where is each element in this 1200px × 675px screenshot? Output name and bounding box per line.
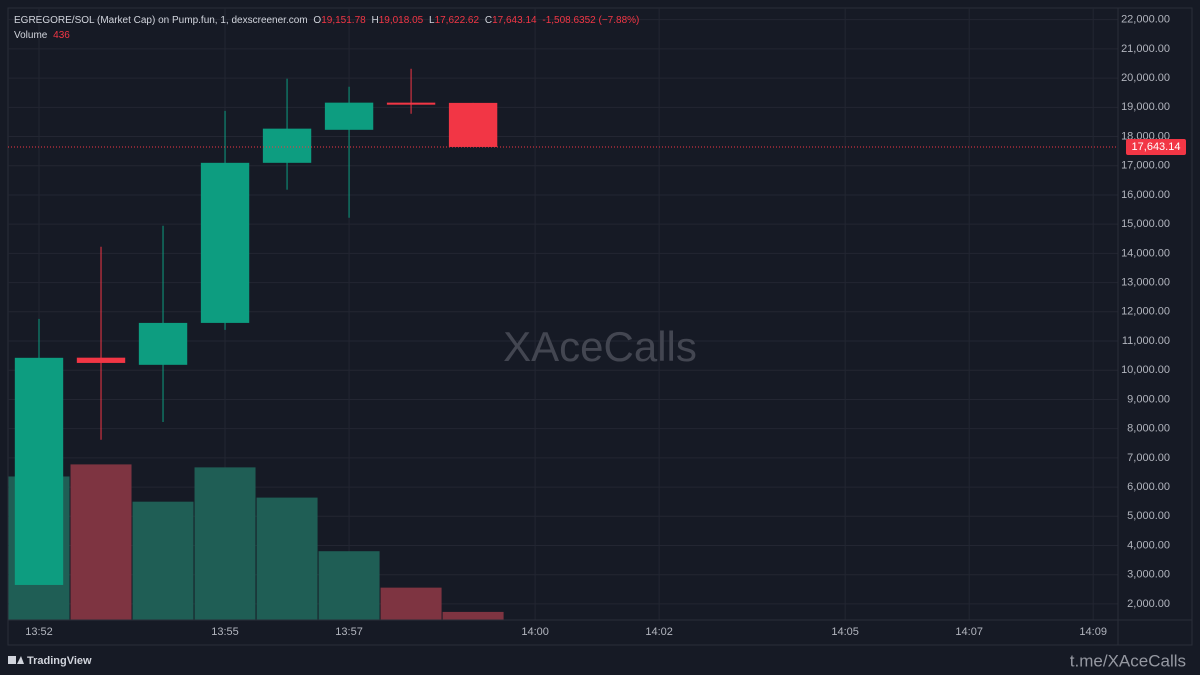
y-tick-label: 19,000.00	[1121, 101, 1170, 113]
y-tick-label: 17,000.00	[1121, 160, 1170, 172]
volume-bar	[194, 467, 256, 620]
y-tick-label: 22,000.00	[1121, 14, 1170, 26]
candle-body	[200, 162, 250, 323]
grid	[8, 8, 1118, 620]
y-tick-label: 21,000.00	[1121, 43, 1170, 55]
volume-bar	[318, 551, 380, 620]
volume-bar	[442, 611, 504, 620]
x-tick-label: 13:52	[25, 626, 53, 638]
frame	[7, 7, 1193, 646]
axes: 2,000.00 3,000.00 4,000.00 5,000.00 6,000.00…	[8, 8, 1192, 645]
x-tick-label: 14:02	[645, 626, 673, 638]
candle-body	[448, 102, 498, 147]
x-tick-label: 13:55	[211, 626, 239, 638]
candle-body	[14, 357, 64, 585]
legend-header: EGREGORE/SOL (Market Cap) on Pump.fun, 1…	[14, 15, 639, 26]
high-value: 19,018.05	[379, 15, 424, 26]
y-tick-label: 8,000.00	[1127, 423, 1170, 435]
footer-link[interactable]: t.me/XAceCalls	[1070, 651, 1186, 670]
candle-body	[138, 322, 188, 365]
volume-value: 436	[53, 30, 70, 41]
y-tick-label: 14,000.00	[1121, 247, 1170, 259]
watermark: XAceCalls	[503, 323, 697, 370]
y-tick-label: 2,000.00	[1127, 598, 1170, 610]
volume-bar	[132, 501, 194, 620]
brand: TradingView	[27, 655, 92, 667]
low-value: 17,622.62	[435, 15, 480, 26]
low-label: L	[429, 15, 435, 26]
y-tick-label: 3,000.00	[1127, 569, 1170, 581]
change: -1,508.6352 (−7.88%)	[542, 15, 639, 26]
x-tick-label: 14:09	[1079, 626, 1107, 638]
y-tick-label: 11,000.00	[1122, 335, 1170, 347]
last-price-box	[1126, 138, 1186, 155]
last-price-label: 17,643.14	[1132, 141, 1181, 153]
symbol: EGREGORE/SOL (Market Cap) on Pump.fun, 1…	[14, 15, 308, 26]
y-tick-label: 20,000.00	[1121, 72, 1170, 84]
y-tick-label: 5,000.00	[1127, 510, 1170, 522]
candle-layer	[14, 68, 498, 585]
candle-body	[386, 102, 436, 105]
x-tick-label: 14:05	[831, 626, 859, 638]
volume-bar	[380, 587, 442, 620]
open-label: O	[313, 15, 321, 26]
volume-bar	[70, 464, 132, 620]
close-label: C	[485, 15, 492, 26]
volume-header: Volume 436	[14, 30, 70, 41]
open-value: 19,151.78	[321, 15, 366, 26]
y-tick-label: 7,000.00	[1127, 452, 1170, 464]
volume-label: Volume	[14, 30, 48, 41]
y-tick-label: 4,000.00	[1127, 539, 1170, 551]
y-tick-label: 9,000.00	[1127, 393, 1170, 405]
x-tick-label: 14:07	[955, 626, 983, 638]
y-tick-label: 6,000.00	[1127, 481, 1170, 493]
y-tick-label: 13,000.00	[1121, 277, 1170, 289]
candle-body	[76, 357, 126, 363]
y-tick-label: 16,000.00	[1121, 189, 1170, 201]
x-tick-label: 14:00	[521, 626, 549, 638]
brand-logo	[8, 656, 24, 664]
high-label: H	[371, 15, 378, 26]
y-tick-label: 10,000.00	[1121, 364, 1170, 376]
volume-bar	[256, 497, 318, 620]
candle-body	[262, 128, 312, 163]
y-tick-label: 12,000.00	[1121, 306, 1170, 318]
x-tick-label: 13:57	[335, 626, 363, 638]
candle-body	[324, 102, 374, 130]
y-tick-label: 15,000.00	[1121, 218, 1170, 230]
close-value: 17,643.14	[492, 15, 537, 26]
